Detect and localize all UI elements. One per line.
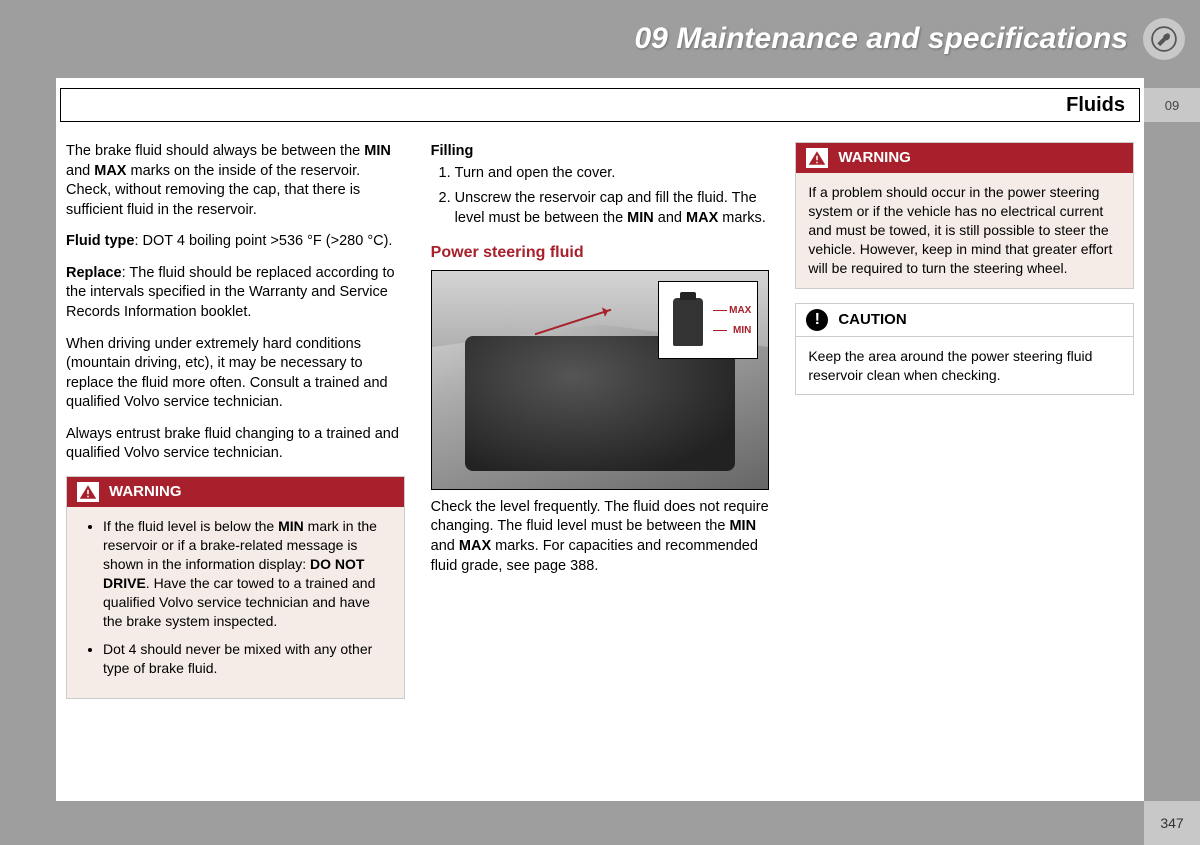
max-label: MAX: [729, 304, 751, 318]
manual-page: 09 Maintenance and specifications 09 Flu…: [0, 0, 1200, 845]
step-2: Unscrew the reservoir cap and fill the f…: [455, 189, 770, 228]
page-number: 347: [1144, 801, 1200, 845]
entrust-technician: Always entrust brake fluid changing to a…: [66, 425, 405, 464]
brake-fluid-intro: The brake fluid should always be between…: [66, 142, 405, 220]
filling-heading: Filling: [431, 142, 770, 162]
hard-conditions: When driving under extremely hard condit…: [66, 335, 405, 413]
reservoir-inset: MAX MIN: [658, 281, 758, 359]
wrench-icon: [1143, 18, 1185, 60]
power-steering-heading: Power steering fluid: [431, 242, 770, 264]
warning-item-2: Dot 4 should never be mixed with any oth…: [103, 640, 392, 678]
chapter-side-tab: 09: [1144, 88, 1200, 122]
caution-circle-icon: !: [806, 309, 828, 331]
warning-item-1: If the fluid level is below the MIN mark…: [103, 517, 392, 630]
warning-triangle-icon: [806, 148, 828, 168]
caution-body: Keep the area around the power steering …: [796, 337, 1133, 395]
brake-warning-box: WARNING If the fluid level is below the …: [66, 476, 405, 699]
warning-body: If the fluid level is below the MIN mark…: [67, 507, 404, 698]
page-header: 09 Maintenance and specifications: [0, 0, 1200, 78]
figure-ref: G020413: [756, 487, 767, 490]
min-label: MIN: [733, 324, 751, 338]
step-1: Turn and open the cover.: [455, 164, 770, 184]
column-3: WARNING If a problem should occur in the…: [795, 142, 1134, 713]
warning-header: WARNING: [67, 477, 404, 507]
replace-interval: Replace: The fluid should be replaced ac…: [66, 264, 405, 323]
section-bar: Fluids: [60, 88, 1140, 122]
fluid-type: Fluid type: DOT 4 boiling point >536 °F …: [66, 232, 405, 252]
warning-header: WARNING: [796, 143, 1133, 173]
warning-triangle-icon: [77, 482, 99, 502]
caution-title: CAUTION: [838, 310, 906, 330]
caution-box: ! CAUTION Keep the area around the power…: [795, 303, 1134, 396]
caution-header: ! CAUTION: [796, 304, 1133, 337]
warning-title: WARNING: [838, 148, 911, 168]
section-title: Fluids: [1066, 94, 1125, 117]
column-1: The brake fluid should always be between…: [66, 142, 405, 713]
warning-title: WARNING: [109, 482, 182, 502]
chapter-title: 09 Maintenance and specifications: [635, 22, 1129, 56]
column-2: Filling Turn and open the cover. Unscrew…: [431, 142, 770, 713]
check-level-text: Check the level frequently. The fluid do…: [431, 498, 770, 576]
warning-body: If a problem should occur in the power s…: [796, 173, 1133, 287]
body-columns: The brake fluid should always be between…: [56, 142, 1144, 713]
filling-steps: Turn and open the cover. Unscrew the res…: [431, 164, 770, 229]
steering-warning-box: WARNING If a problem should occur in the…: [795, 142, 1134, 289]
engine-bay-figure: MAX MIN G020413: [431, 270, 770, 490]
reservoir-icon: [673, 298, 703, 346]
content-area: Fluids The brake fluid should always be …: [56, 78, 1144, 801]
